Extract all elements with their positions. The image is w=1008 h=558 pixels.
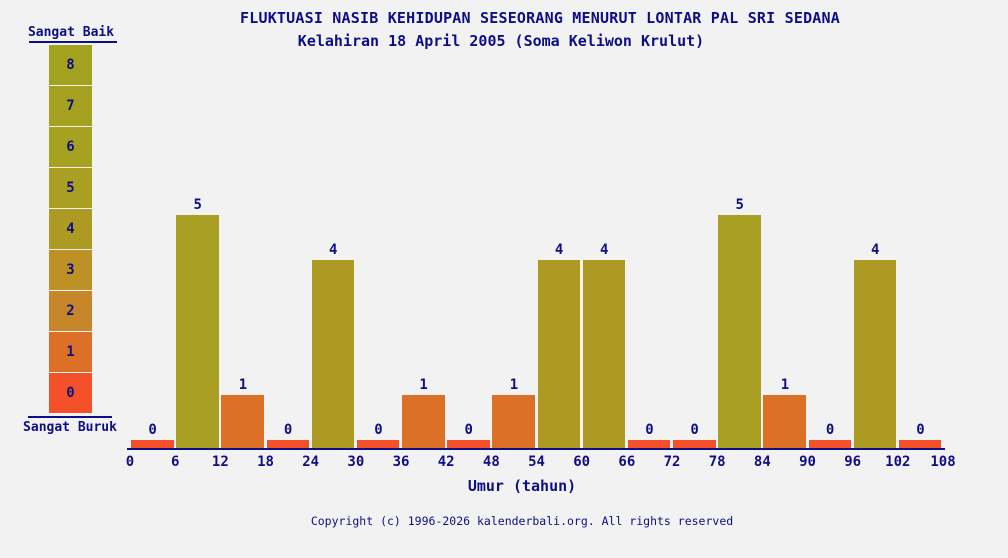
bar	[627, 440, 671, 448]
bar-value-label: 0	[148, 422, 157, 438]
chart-subtitle: Kelahiran 18 April 2005 (Soma Keliwon Kr…	[297, 32, 705, 50]
bar	[492, 395, 535, 448]
bar-value-label: 4	[600, 242, 609, 258]
bar	[447, 440, 490, 448]
legend-cell: 1	[49, 332, 92, 372]
legend-cell-value: 3	[66, 262, 75, 278]
x-tick-label: 66	[618, 454, 636, 470]
x-tick-label: 42	[437, 454, 455, 470]
x-tick-label: 12	[211, 454, 229, 470]
x-axis-ticks: 0 6 12 18 24 30 36 42 48 54 60 66 72 78 84 90 96 102 108	[126, 454, 956, 472]
legend-cell-value: 8	[66, 57, 75, 73]
legend-cell-value: 5	[66, 180, 75, 196]
legend-cell-value: 2	[66, 303, 75, 319]
bar-value-label: 0	[645, 422, 654, 438]
bar-value-label: 1	[238, 377, 248, 393]
bar-value-label: 0	[464, 422, 473, 438]
bar-value-label: 0	[690, 422, 699, 438]
bar-value-label: 4	[871, 242, 880, 258]
x-tick-label: 78	[708, 454, 726, 470]
bar	[311, 260, 355, 448]
legend-cell: 0	[49, 373, 92, 413]
scale-bottom-divider	[28, 416, 112, 418]
copyright-text: Copyright (c) 1996-2026 kalenderbali.org…	[310, 514, 734, 528]
bar	[582, 260, 626, 448]
bar	[131, 440, 174, 448]
bar	[718, 215, 761, 448]
legend-cell: 6	[49, 127, 92, 167]
legend-cell: 5	[49, 168, 92, 208]
scale-bottom-label: Sangat Buruk	[23, 420, 117, 435]
x-tick-label: 108	[930, 454, 956, 470]
bar-value-label: 0	[916, 422, 925, 438]
legend-scale: 8 7 6 5 4 3 2 1 0	[49, 45, 92, 414]
legend-cell: 8	[49, 45, 92, 85]
legend-cell-value: 7	[66, 98, 75, 114]
bar	[898, 440, 942, 448]
bar-value-label: 4	[554, 242, 564, 258]
legend-cell: 7	[49, 86, 92, 126]
x-tick-label: 0	[125, 454, 135, 470]
x-axis-line	[127, 448, 945, 450]
bar-value-label: 1	[780, 377, 790, 393]
bar-value-label: 0	[825, 422, 835, 438]
x-axis-title: Umur (tahun)	[467, 477, 577, 495]
bar-value-label: 5	[735, 197, 744, 213]
x-tick-label: 60	[573, 454, 591, 470]
legend-cell: 3	[49, 250, 92, 290]
bar	[266, 440, 310, 448]
bar	[221, 395, 264, 448]
bar	[763, 395, 806, 448]
bar-value-label: 5	[193, 197, 202, 213]
x-tick-label: 54	[528, 454, 545, 470]
scale-top-divider	[29, 41, 117, 43]
bar-value-label: 0	[374, 422, 383, 438]
bar-value-label: 1	[419, 377, 428, 393]
x-tick-label: 30	[347, 454, 365, 470]
bar	[853, 260, 897, 448]
legend-cell: 4	[49, 209, 92, 249]
legend-cell-value: 1	[66, 344, 75, 360]
x-tick-label: 96	[844, 454, 862, 470]
x-tick-label: 84	[753, 454, 771, 470]
scale-top-label: Sangat Baik	[27, 25, 115, 40]
x-tick-label: 24	[302, 454, 320, 470]
bar-value-label: 1	[509, 377, 519, 393]
bar-value-label: 0	[283, 422, 293, 438]
legend-cell-value: 4	[66, 221, 75, 237]
bar	[537, 260, 581, 448]
chart-title: FLUKTUASI NASIB KEHIDUPAN SESEORANG MENU…	[240, 9, 840, 27]
legend-cell-value: 0	[66, 385, 75, 401]
legend-cell-value: 6	[66, 139, 75, 155]
x-tick-label: 6	[170, 454, 180, 470]
x-tick-label: 102	[885, 454, 911, 470]
legend-cell: 2	[49, 291, 92, 331]
x-tick-label: 90	[799, 454, 816, 470]
bar	[356, 440, 400, 448]
x-tick-label: 72	[663, 454, 681, 470]
x-tick-label: 18	[257, 454, 274, 470]
bar	[673, 440, 716, 448]
bar	[176, 215, 219, 448]
bar	[402, 395, 445, 448]
bar	[808, 440, 852, 448]
bar-value-label: 4	[329, 242, 338, 258]
x-tick-label: 48	[482, 454, 500, 470]
x-tick-label: 36	[392, 454, 410, 470]
